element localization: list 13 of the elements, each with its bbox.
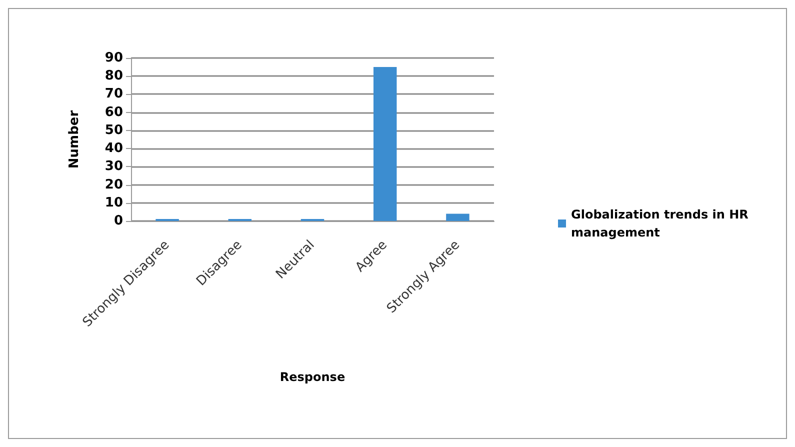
x-axis-title: Response <box>280 370 346 384</box>
y-tick-label: 80 <box>104 68 123 84</box>
y-tick-label: 10 <box>104 195 123 210</box>
y-tick-label: 70 <box>104 86 123 102</box>
y-tick-label: 60 <box>104 104 123 120</box>
y-tick-label: 20 <box>104 177 123 192</box>
legend-label: Globalization trends in HR management <box>571 208 753 240</box>
y-tick-label: 40 <box>104 141 123 156</box>
y-tick-label: 30 <box>104 159 123 174</box>
y-tick-label: 50 <box>104 122 123 138</box>
y-tick-label: 0 <box>114 214 123 228</box>
y-axis-title: Number <box>67 110 82 169</box>
y-tick-label: 90 <box>104 50 123 66</box>
